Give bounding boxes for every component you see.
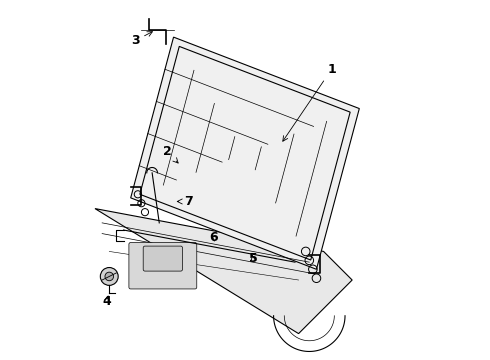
Text: 7: 7	[177, 195, 193, 208]
Circle shape	[105, 272, 114, 281]
Text: 4: 4	[102, 295, 111, 308]
FancyBboxPatch shape	[129, 243, 197, 289]
Polygon shape	[95, 208, 352, 334]
Text: 3: 3	[131, 32, 152, 47]
Circle shape	[100, 267, 118, 285]
Text: 1: 1	[283, 63, 336, 141]
Polygon shape	[131, 37, 359, 269]
Text: 6: 6	[209, 231, 218, 244]
Text: 5: 5	[248, 252, 257, 265]
FancyBboxPatch shape	[143, 246, 182, 271]
Text: 2: 2	[163, 145, 178, 163]
